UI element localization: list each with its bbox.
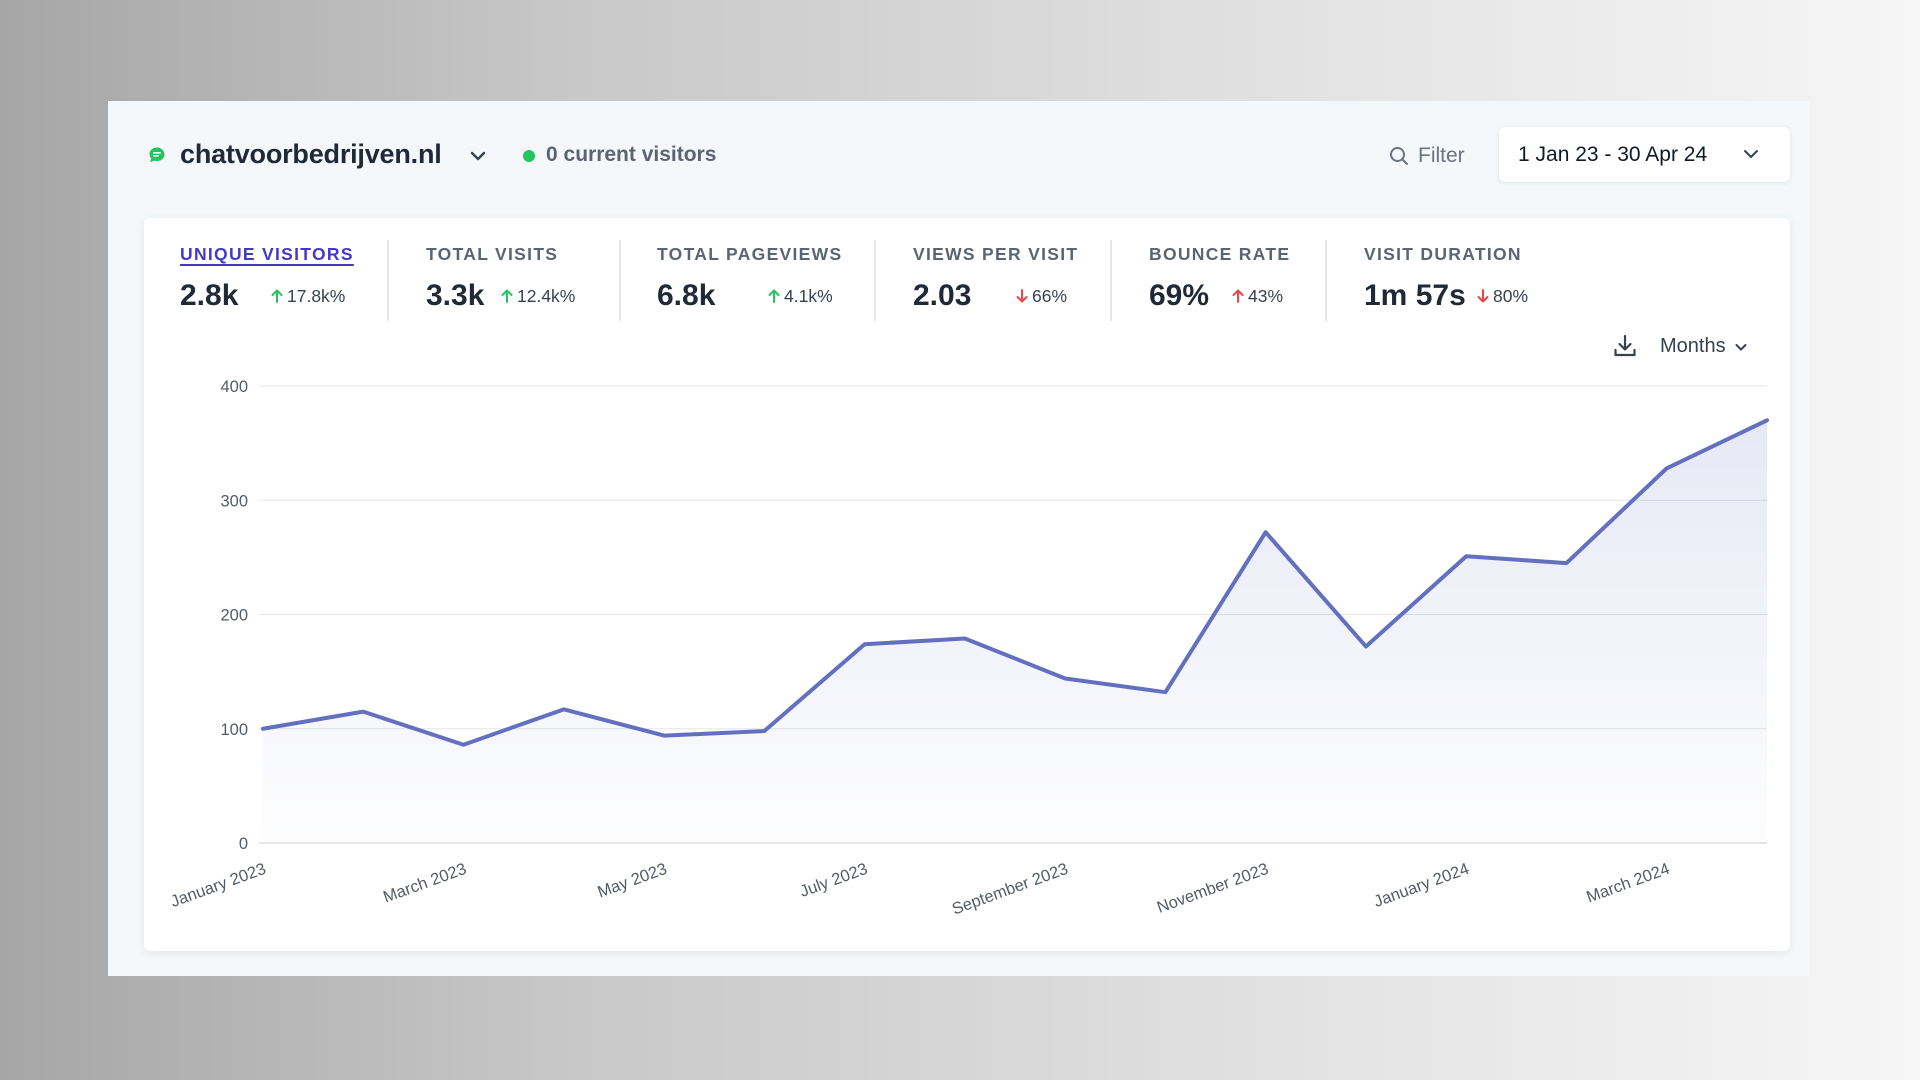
stat-total-visits[interactable]: TOTAL VISITS 3.3k 12.4k% [426,238,575,338]
interval-selector[interactable]: Months [1660,335,1750,358]
x-tick-label: November 2023 [1155,860,1271,917]
arrow-up-icon [768,289,780,303]
site-switcher-chevron-down-icon[interactable] [467,145,489,167]
stat-divider [1110,240,1112,321]
stat-change-value: 4.1k% [784,285,833,306]
stat-change-value: 43% [1248,285,1284,306]
arrow-up-icon [1232,289,1244,303]
stat-divider [619,240,621,321]
stat-value: 2.8k [180,279,239,312]
data-point[interactable] [360,709,366,715]
chat-bubble-icon [149,147,165,163]
x-tick-label: March 2024 [1584,860,1672,907]
stat-divider [387,240,389,321]
stat-change: 12.4k% [500,286,575,307]
stat-value: 3.3k [426,279,485,312]
download-icon[interactable] [1612,333,1638,359]
stat-change: 4.1k% [767,286,833,307]
live-status-dot [523,150,535,162]
x-tick-label: May 2023 [595,860,669,902]
stat-change: 43% [1231,286,1283,307]
stat-label: UNIQUE VISITORS [180,244,354,264]
stat-change-value: 66% [1032,285,1068,306]
x-tick-label: March 2023 [381,860,469,907]
y-tick-label: 0 [239,835,248,853]
data-point[interactable] [1363,643,1369,649]
stat-visit-duration[interactable]: VISIT DURATION 1m 57s 80% [1364,238,1528,338]
stat-label: VISIT DURATION [1364,244,1522,264]
visitors-chart: 0 100 200 300 400 January 2023 March 2023 May 2… [168,378,1770,919]
stat-unique-visitors[interactable]: UNIQUE VISITORS 2.8k 17.8k% [180,238,354,338]
date-range-picker[interactable]: 1 Jan 23 - 30 Apr 24 [1499,127,1790,182]
stat-label: BOUNCE RATE [1149,244,1291,264]
data-point[interactable] [1263,529,1269,535]
data-point[interactable] [1563,560,1569,566]
y-tick-label: 300 [220,492,248,510]
chevron-down-icon [1735,343,1747,350]
data-point[interactable] [1062,675,1068,681]
stat-label: TOTAL VISITS [426,244,559,264]
stat-label: VIEWS PER VISIT [913,244,1079,264]
stats-card: UNIQUE VISITORS 2.8k 17.8k% TOTAL VISITS… [144,218,1790,951]
data-point[interactable] [1664,465,1670,471]
stat-value: 6.8k [657,279,716,312]
data-point[interactable] [561,706,567,712]
date-range-label: 1 Jan 23 - 30 Apr 24 [1518,142,1708,166]
stat-label: TOTAL PAGEVIEWS [657,244,843,264]
data-point[interactable] [962,635,968,641]
stat-change: 17.8k% [270,286,345,307]
x-tick-label: July 2023 [797,860,870,901]
stat-change: 66% [1015,286,1067,307]
arrow-up-icon [271,289,283,303]
x-tick-label: September 2023 [950,860,1071,919]
stat-change-value: 80% [1493,285,1529,306]
x-tick-label: January 2023 [168,860,268,911]
y-tick-label: 100 [220,721,248,739]
data-point[interactable] [862,641,868,647]
data-point[interactable] [260,726,266,732]
x-tick-label: January 2024 [1371,860,1471,911]
arrow-down-icon [1477,289,1489,303]
stat-bounce-rate[interactable]: BOUNCE RATE 69% 43% [1149,238,1290,338]
data-point[interactable] [661,733,667,739]
stat-change: 80% [1476,286,1528,307]
stat-value: 69% [1149,279,1210,312]
series-line [261,418,1769,747]
stat-change-value: 17.8k% [287,285,346,306]
stat-total-pageviews[interactable]: TOTAL PAGEVIEWS 6.8k 4.1k% [657,238,842,338]
current-visitors[interactable]: 0 current visitors [546,143,717,166]
stat-divider [874,240,876,321]
site-name[interactable]: chatvoorbedrijven.nl [180,139,442,169]
top-bar: chatvoorbedrijven.nl 0 current visitors … [108,101,1810,209]
filter-button[interactable]: Filter [1388,139,1465,173]
stat-value: 1m 57s [1364,279,1466,312]
y-tick-label: 200 [220,607,248,625]
data-point[interactable] [1764,417,1770,423]
search-icon [1390,147,1408,165]
stat-change-value: 12.4k% [517,285,576,306]
dashboard-frame: chatvoorbedrijven.nl 0 current visitors … [108,101,1810,976]
arrow-down-icon [1016,289,1028,303]
y-tick-label: 400 [220,378,248,396]
arrow-up-icon [501,289,513,303]
stat-divider [1325,240,1327,321]
filter-label: Filter [1418,144,1465,167]
data-point[interactable] [1162,689,1168,695]
chevron-down-icon [1744,150,1758,158]
data-point[interactable] [761,728,767,734]
interval-label: Months [1660,335,1726,357]
series-area [263,420,1767,843]
stat-value: 2.03 [913,279,972,312]
stat-views-per-visit[interactable]: VIEWS PER VISIT 2.03 66% [913,238,1078,338]
data-point[interactable] [1463,553,1469,559]
data-point[interactable] [461,742,467,748]
